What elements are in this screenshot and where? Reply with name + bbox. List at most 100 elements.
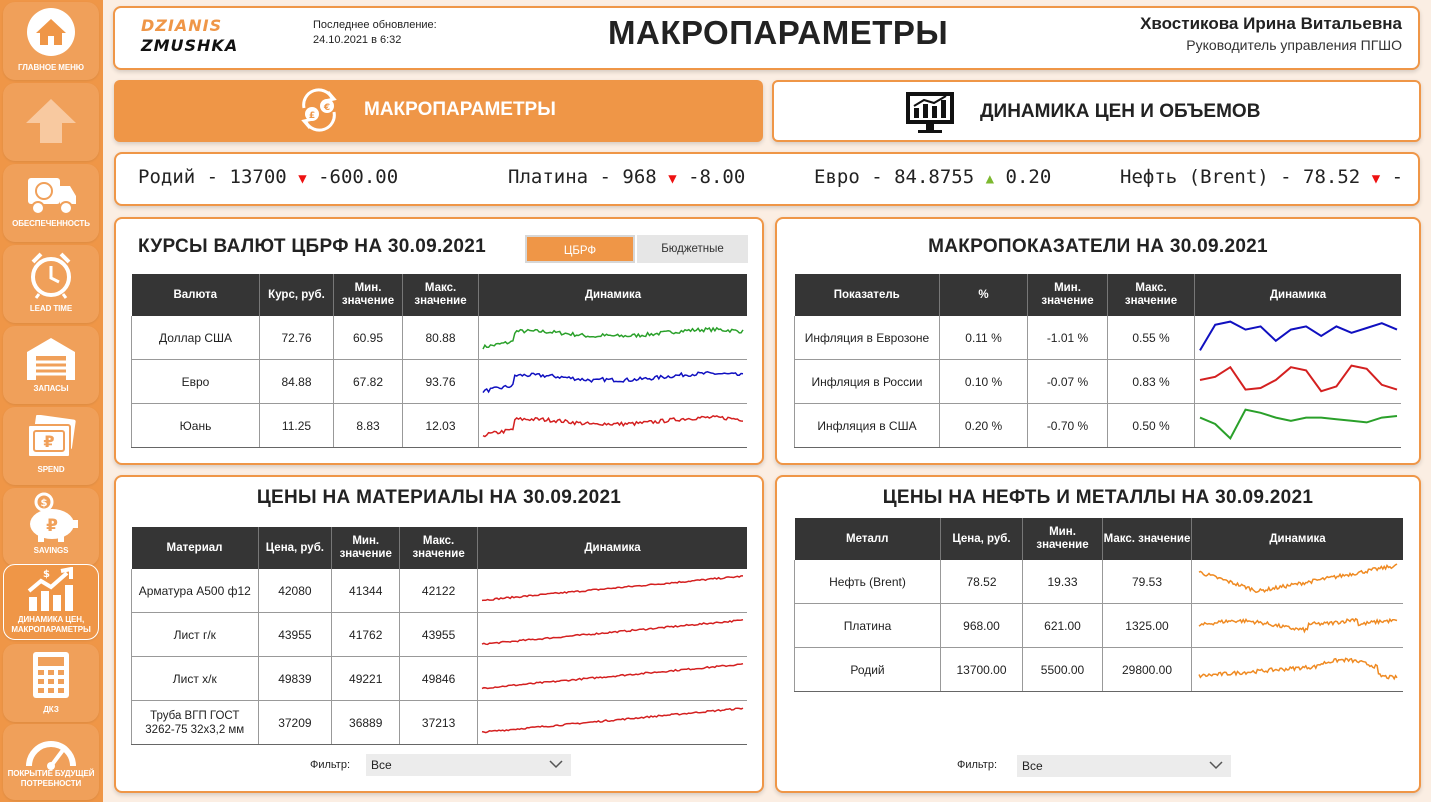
toggle-budget[interactable]: Бюджетные	[637, 235, 748, 263]
cell-name: Нефть (Brent)	[794, 560, 941, 604]
cell-max: 1325.00	[1102, 603, 1192, 648]
currency-title: КУРСЫ ВАЛЮТ ЦБРФ НА 30.09.2021	[138, 236, 487, 257]
cell-name: Лист г/к	[131, 612, 259, 657]
sparkline-cell	[477, 612, 747, 657]
user-name: Хвостикова Ирина Витальевна	[1140, 14, 1402, 33]
sidebar-item-stocks[interactable]: ЗАПАСЫ	[3, 326, 99, 404]
cell-price: 13700.00	[940, 647, 1023, 692]
cell-pct: 0.20 %	[939, 403, 1028, 448]
sidebar-item-price-dynamics[interactable]: $ ДИНАМИКА ЦЕН, МАКРОПАРАМЕТРЫ	[3, 564, 99, 640]
sparkline-path	[1199, 364, 1397, 393]
col-header: Динамика	[1191, 518, 1403, 560]
cell-pct: 0.11 %	[939, 316, 1028, 360]
logo-line2: ZMUSHKA	[141, 36, 239, 55]
sidebar-item-savings[interactable]: $ ₽ SAVINGS	[3, 488, 99, 566]
currency-exchange-icon: €£	[301, 88, 337, 132]
cell-min: 36889	[331, 700, 401, 745]
cell-name: Юань	[131, 403, 260, 448]
materials-table: Материал Цена, руб. Мин. значение Макс. …	[131, 527, 747, 745]
sparkline-cell	[477, 656, 747, 701]
down-arrow-icon: ▼	[668, 171, 677, 187]
table-row[interactable]: Юань 11.25 8.83 12.03	[131, 403, 747, 448]
table-row[interactable]: Родий 13700.00 5500.00 29800.00	[794, 647, 1403, 692]
cell-name: Евро	[131, 359, 260, 404]
cell-name: Инфляция в США	[794, 403, 940, 448]
sparkline-path	[1197, 657, 1398, 681]
ticker-item: Родий - 13700 ▼ -600.00	[138, 166, 399, 188]
cell-min: -0.70 %	[1027, 403, 1108, 448]
header: DZIANIS ZMUSHKA Последнее обновление: 24…	[113, 6, 1420, 70]
logo: DZIANIS ZMUSHKA	[141, 16, 238, 56]
sparkline-cell	[478, 359, 747, 404]
sidebar-item-label: ДИНАМИКА ЦЕН, МАКРОПАРАМЕТРЫ	[11, 615, 91, 634]
cell-min: 60.95	[333, 316, 403, 360]
table-row[interactable]: Инфляция в Еврозоне 0.11 % -1.01 % 0.55 %	[794, 316, 1401, 360]
col-header: Динамика	[477, 527, 747, 569]
growth-chart-icon: $	[27, 567, 73, 611]
sidebar-item-main-menu[interactable]: ГЛАВНОЕ МЕНЮ	[3, 2, 99, 80]
tab-price-dynamics[interactable]: ДИНАМИКА ЦЕН И ОБЪЕМОВ	[772, 80, 1421, 142]
sidebar-item-dkz[interactable]: ДКЗ	[3, 644, 99, 722]
svg-text:€: €	[323, 103, 330, 113]
up-arrow-icon: ▲	[985, 171, 995, 187]
arrow-up-icon	[26, 99, 76, 143]
warehouse-icon	[27, 338, 75, 380]
user-info: Хвостикова Ирина Витальевна Руководитель…	[1140, 13, 1402, 55]
cell-max: 80.88	[402, 316, 479, 360]
table-row[interactable]: Лист х/к 49839 49221 49846	[131, 656, 747, 701]
sparkline	[1198, 617, 1397, 634]
cell-price: 78.52	[940, 560, 1023, 604]
sidebar-item-spend[interactable]: ₽ SPEND	[3, 407, 99, 485]
tab-macroparameters[interactable]: € £ МАКРОПАРАМЕТРЫ	[114, 80, 763, 142]
table-row[interactable]: Платина 968.00 621.00 1325.00	[794, 603, 1403, 648]
metals-filter-select[interactable]: Все	[1017, 755, 1231, 777]
sparkline-cell	[1191, 603, 1403, 648]
svg-text:£: £	[309, 111, 315, 121]
cell-max: 79.53	[1102, 560, 1192, 604]
table-row[interactable]: Евро 84.88 67.82 93.76	[131, 359, 747, 404]
macro-panel: МАКРОПОКАЗАТЕЛИ НА 30.09.2021 Показатель…	[775, 217, 1421, 465]
cell-min: 5500.00	[1022, 647, 1103, 692]
currency-table: Валюта Курс, руб. Мин. значение Макс. зн…	[131, 274, 747, 448]
metals-table: Металл Цена, руб. Мин. значение Макс. зн…	[794, 518, 1403, 692]
col-header: Динамика	[1194, 274, 1401, 316]
sidebar-item-label: SPEND	[37, 465, 65, 474]
table-row[interactable]: Доллар США 72.76 60.95 80.88	[131, 316, 747, 360]
cell-max: 93.76	[402, 359, 479, 404]
col-header: Материал	[131, 527, 259, 569]
col-header: Мин. значение	[1022, 518, 1103, 560]
sparkline	[482, 371, 744, 394]
sparkline-path	[481, 575, 743, 602]
table-row[interactable]: Нефть (Brent) 78.52 19.33 79.53	[794, 560, 1403, 604]
filter-value: Все	[1022, 759, 1043, 773]
table-row[interactable]: Арматура А500 ф12 42080 41344 42122	[131, 569, 747, 613]
cell-price: 968.00	[940, 603, 1023, 648]
sparkline-path	[482, 326, 744, 350]
cell-max: 0.50 %	[1107, 403, 1195, 448]
sidebar-item-provision[interactable]: ОБЕСПЕЧЕННОСТЬ	[3, 164, 99, 242]
col-header: Курс, руб.	[259, 274, 334, 316]
table-row[interactable]: Инфляция в США 0.20 % -0.70 % 0.50 %	[794, 403, 1401, 448]
toggle-cbrf[interactable]: ЦБРФ	[525, 235, 635, 263]
table-row[interactable]: Труба ВГП ГОСТ 3262-75 32х3,2 мм 37209 368…	[131, 700, 747, 745]
sidebar-item-up[interactable]	[3, 83, 99, 161]
sparkline-path	[481, 662, 744, 690]
sidebar-item-label: ДКЗ	[43, 705, 59, 714]
sparkline-cell	[478, 316, 747, 360]
cell-name: Платина	[794, 603, 941, 648]
filter-value: Все	[371, 758, 392, 772]
table-row[interactable]: Инфляция в России 0.10 % -0.07 % 0.83 %	[794, 359, 1401, 404]
sparkline-path	[1199, 408, 1397, 441]
metals-panel: ЦЕНЫ НА НЕФТЬ И МЕТАЛЛЫ НА 30.09.2021 Ме…	[775, 475, 1421, 793]
svg-text:₽: ₽	[46, 516, 58, 536]
ticker-item: Нефть (Brent) - 78.52 ▼ -	[1120, 166, 1404, 188]
sparkline-cell	[477, 700, 747, 745]
materials-filter-select[interactable]: Все	[366, 754, 571, 776]
sidebar-item-future-coverage[interactable]: ПОКРЫТИЕ БУДУЩЕЙ ПОТРЕБНОСТИ	[3, 724, 99, 800]
cell-min: 8.83	[333, 403, 403, 448]
metals-title: ЦЕНЫ НА НЕФТЬ И МЕТАЛЛЫ НА 30.09.2021	[882, 487, 1314, 508]
price-ticker: Родий - 13700 ▼ -600.00 Платина - 968 ▼ …	[114, 152, 1420, 206]
table-row[interactable]: Лист г/к 43955 41762 43955	[131, 612, 747, 657]
cell-min: 621.00	[1022, 603, 1103, 648]
sidebar-item-lead-time[interactable]: LEAD TIME	[3, 245, 99, 323]
